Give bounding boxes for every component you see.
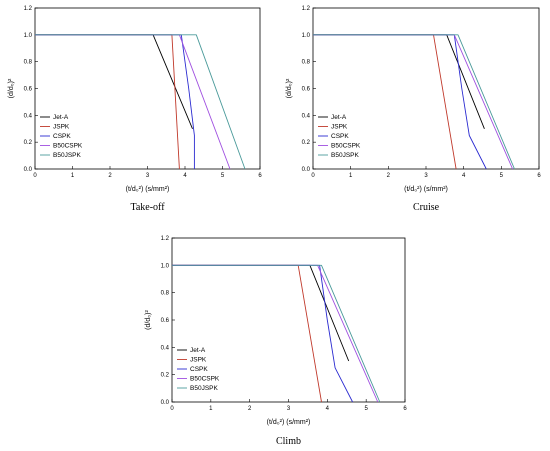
legend-label: B50JSPK [190,385,218,392]
x-tick-label: 6 [403,406,407,412]
x-tick-label: 4 [183,173,187,179]
y-tick-label: 0.2 [302,140,311,146]
x-tick-label: 1 [349,173,353,179]
y-tick-label: 1.2 [302,6,311,12]
legend-label: Jet-A [190,347,206,354]
x-tick-label: 3 [424,173,428,179]
x-tick-label: 6 [537,173,541,179]
legend-label: CSPK [53,133,71,140]
series-line-b50jspk [313,34,515,170]
x-tick-label: 4 [326,406,330,412]
x-tick-label: 3 [287,406,291,412]
legend-label: CSPK [190,366,208,373]
legend-label: JSPK [331,124,348,131]
y-axis-label: (d/d₀)² [145,310,152,330]
x-tick-label: 0 [33,173,37,179]
x-tick-label: 5 [500,173,504,179]
y-tick-label: 1.2 [24,6,33,12]
legend-label: B50CSPK [331,143,361,150]
y-tick-label: 0.8 [302,60,311,66]
x-axis-label: (t/d₀²) (s/mm²) [404,186,448,193]
y-tick-label: 0.8 [161,291,170,297]
x-tick-label: 2 [248,406,252,412]
y-tick-label: 1.0 [24,33,33,39]
panel-caption: Cruise [413,202,440,213]
y-tick-label: 0.4 [24,113,33,119]
y-tick-label: 1.0 [161,263,170,269]
x-tick-label: 2 [108,173,112,179]
y-tick-label: 0.0 [161,400,170,406]
y-tick-label: 0.6 [24,87,33,93]
x-tick-label: 1 [209,406,213,412]
y-tick-label: 1.2 [161,236,170,242]
legend-label: B50CSPK [190,376,220,383]
panel-caption: Take-off [130,202,165,213]
x-tick-label: 0 [311,173,315,179]
y-tick-label: 0.2 [24,140,33,146]
legend-label: Jet-A [331,114,347,121]
panel-caption: Climb [276,436,301,447]
legend-label: JSPK [190,357,207,364]
y-tick-label: 0.4 [161,345,170,351]
chart-panel-2: 0 1 2 3 4 5 6 0.0 0.2 0.4 0.6 0.8 1.0 1.2 (t/d₀²) (s/m… [286,6,541,213]
x-tick-label: 4 [462,173,466,179]
y-tick-label: 0.6 [302,87,311,93]
y-tick-label: 0.6 [161,318,170,324]
x-tick-label: 5 [221,173,225,179]
y-tick-label: 0.0 [302,167,311,173]
y-axis-label: (d/d₀)² [8,78,15,98]
y-axis-label: (d/d₀)² [286,78,293,98]
x-axis-label: (t/d₀²) (s/mm²) [267,419,311,426]
y-tick-label: 0.0 [24,167,33,173]
x-tick-label: 5 [364,406,368,412]
legend-label: B50JSPK [53,152,81,159]
chart-panel-3: 0 1 2 3 4 5 6 0.0 0.2 0.4 0.6 0.8 1.0 1.2 (t/d₀²) (s/m… [145,236,407,447]
legend-label: Jet-A [53,114,69,121]
x-tick-label: 3 [146,173,150,179]
x-tick-label: 2 [387,173,391,179]
y-tick-label: 0.2 [161,373,170,379]
y-tick-label: 1.0 [302,33,311,39]
x-tick-label: 1 [71,173,75,179]
x-axis-label: (t/d₀²) (s/mm²) [126,186,170,193]
y-tick-label: 0.8 [24,60,33,66]
x-tick-label: 0 [170,406,174,412]
series-line-b50jspk [35,34,246,170]
series-line-b50jspk [172,264,381,403]
legend-label: CSPK [331,133,349,140]
legend-label: B50CSPK [53,143,83,150]
legend-label: B50JSPK [331,152,359,159]
legend-label: JSPK [53,124,70,131]
chart-panel-1: 0 1 2 3 4 5 6 0.0 0.2 0.4 0.6 0.8 1.0 1.2 (t/d₀²) (s/m… [8,6,262,213]
x-tick-label: 6 [258,173,262,179]
y-tick-label: 0.4 [302,113,311,119]
